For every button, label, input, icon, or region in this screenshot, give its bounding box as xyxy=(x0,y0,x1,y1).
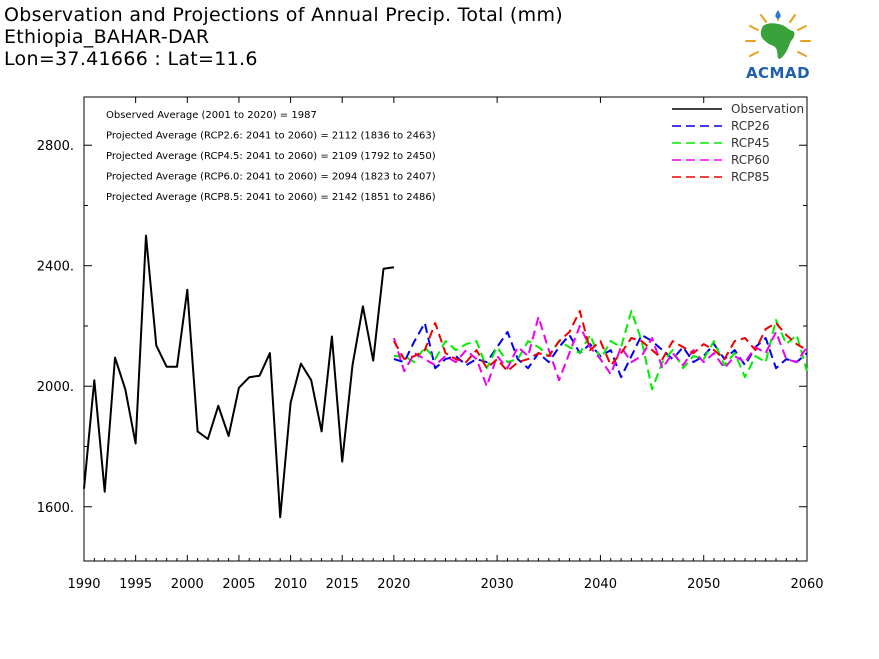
average-annotation: Observed Average (2001 to 2020) = 1987 xyxy=(106,110,317,121)
x-tick-label: 2050 xyxy=(687,577,720,592)
plot-area-frame xyxy=(83,96,808,562)
station-coordinates: Lon=37.41666 : Lat=11.6 xyxy=(4,48,258,70)
legend-label-rcp26: RCP26 xyxy=(731,119,770,133)
station-name: Ethiopia_BAHAR-DAR xyxy=(4,26,210,48)
x-tick-label: 2000 xyxy=(171,577,204,592)
x-tick-label: 2015 xyxy=(326,577,359,592)
legend-label-rcp85: RCP85 xyxy=(731,170,770,184)
legend-label-rcp45: RCP45 xyxy=(731,136,770,150)
average-annotation: Projected Average (RCP2.6: 2041 to 2060)… xyxy=(106,131,436,142)
series-line-rcp85 xyxy=(393,309,808,373)
x-tick-label: 2030 xyxy=(481,577,514,592)
x-tick-label: 1995 xyxy=(119,577,152,592)
series-line-rcp45 xyxy=(393,309,808,391)
legend-label-rcp60: RCP60 xyxy=(731,153,770,167)
acmad-logo: ACMAD xyxy=(738,8,818,84)
chart-title: Observation and Projections of Annual Pr… xyxy=(4,4,563,26)
legend-label-observation: Observation xyxy=(731,102,804,116)
series-line-rcp26 xyxy=(393,322,808,379)
average-annotation: Projected Average (RCP6.0: 2041 to 2060)… xyxy=(106,172,436,183)
logo-text: ACMAD xyxy=(745,64,811,82)
y-tick-label: 2400. xyxy=(37,260,74,275)
x-tick-label: 2005 xyxy=(222,577,255,592)
x-tick-label: 2010 xyxy=(274,577,307,592)
africa-map-logo-icon xyxy=(745,10,811,59)
series-line-rcp60 xyxy=(392,315,808,388)
x-tick-label: 2060 xyxy=(790,577,823,592)
average-annotation: Projected Average (RCP4.5: 2041 to 2060)… xyxy=(106,151,436,162)
y-tick-label: 2000. xyxy=(37,380,74,395)
x-tick-label: 1990 xyxy=(67,577,100,592)
y-tick-label: 1600. xyxy=(37,501,74,516)
average-annotation: Projected Average (RCP8.5: 2041 to 2060)… xyxy=(106,192,436,203)
x-tick-label: 2020 xyxy=(377,577,410,592)
title-block: Observation and Projections of Annual Pr… xyxy=(4,4,563,70)
y-tick-label: 2800. xyxy=(37,139,74,154)
x-tick-label: 2040 xyxy=(584,577,617,592)
series-line-observation xyxy=(83,234,395,519)
